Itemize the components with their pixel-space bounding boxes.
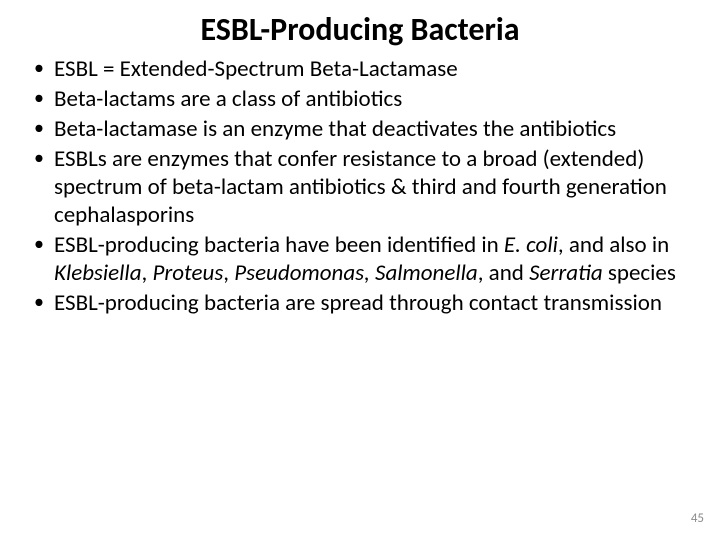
slide-title: ESBL-Producing Bacteria <box>0 0 720 55</box>
bullet-item: ESBLs are enzymes that confer resistance… <box>28 145 692 229</box>
bullet-item: ESBL = Extended-Spectrum Beta-Lactamase <box>28 55 692 83</box>
slide-body: ESBL = Extended-Spectrum Beta-Lactamase … <box>0 55 720 317</box>
bullet-item: ESBL-producing bacteria have been identi… <box>28 231 692 287</box>
bullet-item: Beta-lactams are a class of antibiotics <box>28 85 692 113</box>
bullet-item: Beta-lactamase is an enzyme that deactiv… <box>28 115 692 143</box>
bullet-list: ESBL = Extended-Spectrum Beta-Lactamase … <box>28 55 692 317</box>
page-number: 45 <box>691 511 704 526</box>
bullet-item: ESBL-producing bacteria are spread throu… <box>28 289 692 317</box>
slide: ESBL-Producing Bacteria ESBL = Extended-… <box>0 0 720 540</box>
